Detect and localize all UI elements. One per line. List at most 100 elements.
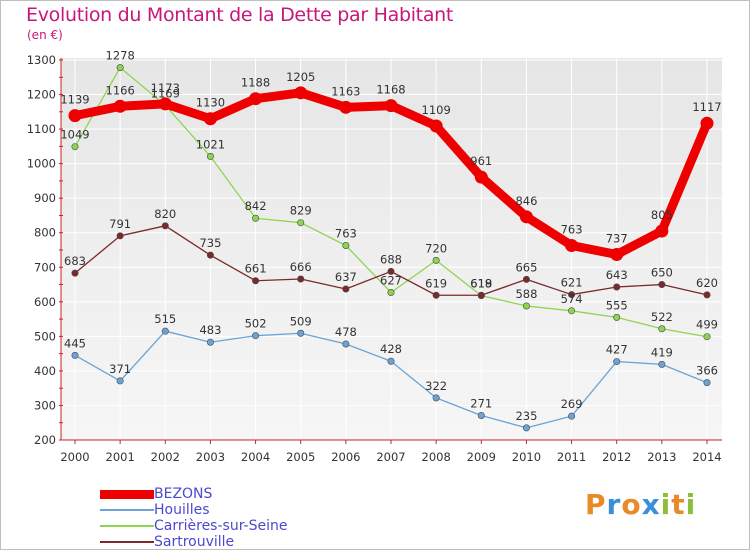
- data-point: [432, 256, 440, 264]
- logo-letter: i: [660, 488, 672, 521]
- data-label: 1168: [376, 83, 405, 97]
- data-label: 499: [696, 318, 718, 332]
- data-label: 235: [515, 409, 537, 423]
- data-point: [342, 285, 350, 293]
- data-point: [655, 224, 669, 238]
- data-point: [113, 99, 127, 113]
- data-label: 643: [606, 268, 628, 282]
- data-point: [568, 412, 576, 420]
- data-label: 574: [561, 292, 583, 306]
- data-point: [71, 269, 79, 277]
- y-tick-label: 200: [34, 433, 56, 447]
- data-point: [384, 99, 398, 113]
- y-tick-label: 1000: [27, 157, 56, 171]
- data-point: [249, 92, 263, 106]
- data-point: [522, 275, 530, 283]
- data-label: 665: [515, 260, 537, 274]
- data-label: 961: [470, 154, 492, 168]
- y-tick-label: 300: [34, 398, 56, 412]
- y-tick-label: 1100: [27, 122, 56, 136]
- data-point: [116, 64, 124, 72]
- x-tick-label: 2004: [241, 450, 270, 464]
- data-label: 1173: [151, 81, 180, 95]
- legend-label: BEZONS: [154, 486, 213, 502]
- data-point: [161, 327, 169, 335]
- x-tick-label: 2010: [512, 450, 541, 464]
- data-label: 683: [64, 254, 86, 268]
- data-label: 509: [290, 314, 312, 328]
- data-point: [71, 351, 79, 359]
- y-tick-label: 1200: [27, 88, 56, 102]
- data-label: 1109: [422, 103, 451, 117]
- legend-swatch: [100, 509, 154, 511]
- data-label: 650: [651, 266, 673, 280]
- logo-letter: P: [585, 488, 607, 521]
- data-label: 661: [245, 262, 267, 276]
- x-tick-label: 2013: [647, 450, 676, 464]
- data-label: 522: [651, 310, 673, 324]
- data-point: [658, 325, 666, 333]
- data-label: 427: [606, 343, 628, 357]
- data-point: [565, 239, 579, 253]
- data-point: [703, 379, 711, 387]
- data-label: 483: [199, 323, 221, 337]
- legend-label: Sartrouville: [154, 534, 235, 550]
- y-tick-label: 600: [34, 295, 56, 309]
- x-tick-label: 2001: [106, 450, 135, 464]
- data-point: [68, 109, 82, 123]
- x-tick-label: 2007: [376, 450, 405, 464]
- data-point: [71, 143, 79, 151]
- data-label: 735: [199, 236, 221, 250]
- data-point: [658, 360, 666, 368]
- data-point: [297, 219, 305, 227]
- logo-letter: t: [671, 488, 686, 521]
- data-point: [116, 232, 124, 240]
- x-tick-label: 2009: [467, 450, 496, 464]
- data-label: 322: [425, 379, 447, 393]
- data-label: 619: [470, 276, 492, 290]
- logo-letter: r: [606, 488, 622, 521]
- data-label: 428: [380, 342, 402, 356]
- data-label: 478: [335, 325, 357, 339]
- data-point: [613, 358, 621, 366]
- data-point: [252, 214, 260, 222]
- data-label: 269: [561, 397, 583, 411]
- proxiti-logo: Proxiti: [585, 488, 696, 521]
- y-tick-label: 400: [34, 364, 56, 378]
- data-point: [700, 116, 714, 130]
- data-label: 637: [335, 270, 357, 284]
- data-point: [387, 357, 395, 365]
- data-label: 1205: [286, 70, 315, 84]
- data-label: 842: [245, 199, 267, 213]
- data-label: 366: [696, 364, 718, 378]
- data-label: 1188: [241, 76, 270, 90]
- data-label: 688: [380, 252, 402, 266]
- legend-label: Carrières-sur-Seine: [154, 518, 288, 534]
- legend-swatch: [100, 525, 154, 527]
- data-label: 1049: [60, 128, 89, 142]
- y-tick-label: 900: [34, 191, 56, 205]
- data-point: [206, 338, 214, 346]
- data-point: [297, 329, 305, 337]
- data-point: [252, 277, 260, 285]
- y-tick-label: 700: [34, 260, 56, 274]
- logo-letter: o: [621, 488, 642, 521]
- data-label: 502: [245, 317, 267, 331]
- data-label: 846: [515, 194, 537, 208]
- data-label: 666: [290, 260, 312, 274]
- data-point: [432, 394, 440, 402]
- data-label: 371: [109, 362, 131, 376]
- data-label: 621: [561, 276, 583, 290]
- data-label: 588: [515, 287, 537, 301]
- data-label: 1278: [106, 49, 135, 63]
- x-tick-label: 2006: [331, 450, 360, 464]
- data-point: [613, 283, 621, 291]
- data-point: [568, 291, 576, 299]
- data-point: [429, 119, 443, 133]
- data-label: 618: [470, 277, 492, 291]
- data-label: 1021: [196, 137, 225, 151]
- x-tick-label: 2008: [422, 450, 451, 464]
- data-label: 720: [425, 241, 447, 255]
- y-tick-label: 1300: [27, 53, 56, 67]
